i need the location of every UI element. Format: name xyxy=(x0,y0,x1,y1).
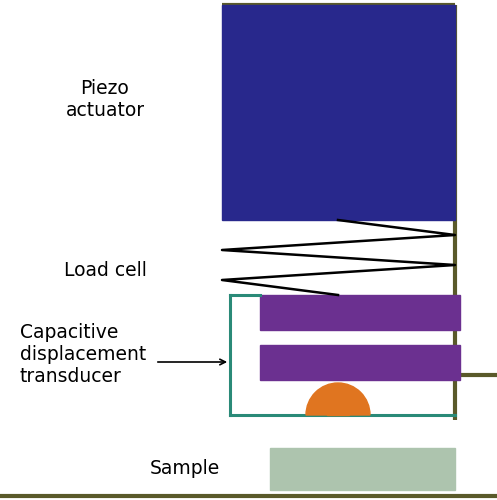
Text: Piezo
actuator: Piezo actuator xyxy=(66,80,145,120)
Text: Load cell: Load cell xyxy=(64,260,147,280)
Text: Sample: Sample xyxy=(150,458,220,477)
Wedge shape xyxy=(306,383,370,415)
Bar xyxy=(270,448,455,490)
Bar xyxy=(260,295,460,330)
Bar xyxy=(222,5,455,220)
Bar xyxy=(327,403,349,415)
Text: Capacitive
displacement
transducer: Capacitive displacement transducer xyxy=(20,324,146,386)
Bar xyxy=(260,345,460,380)
